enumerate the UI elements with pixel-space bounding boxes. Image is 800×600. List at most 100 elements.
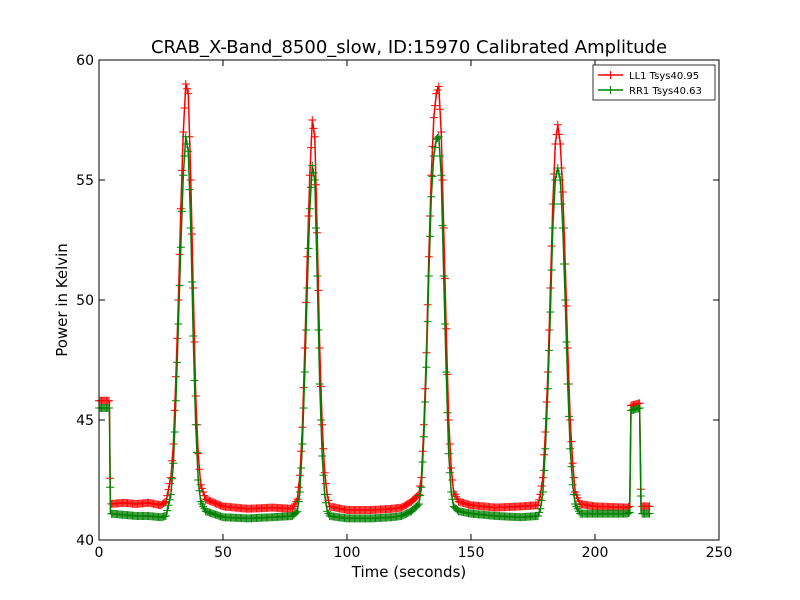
data-point — [562, 302, 571, 310]
data-point — [563, 380, 572, 388]
y-tick-label: 45 — [76, 413, 94, 429]
data-point — [195, 465, 204, 474]
data-point — [308, 161, 317, 170]
data-point — [537, 482, 546, 490]
data-point — [442, 324, 451, 333]
data-point — [416, 491, 425, 500]
data-point — [447, 464, 456, 472]
data-point — [294, 483, 303, 492]
series-2 — [95, 132, 654, 523]
data-point — [299, 404, 308, 412]
data-point — [181, 132, 190, 141]
data-point — [307, 183, 316, 192]
legend-box — [592, 64, 716, 101]
data-point — [178, 166, 187, 175]
data-point — [304, 212, 313, 220]
data-point — [191, 392, 200, 400]
data-point — [303, 252, 312, 261]
data-point — [320, 490, 329, 499]
data-point — [414, 490, 423, 499]
data-point — [161, 512, 170, 520]
y-tick-label: 55 — [76, 173, 94, 189]
data-point — [556, 140, 565, 148]
data-point — [309, 124, 318, 133]
data-point — [413, 501, 422, 510]
data-point — [625, 508, 634, 517]
data-point — [548, 224, 557, 232]
data-point — [444, 449, 453, 458]
ticks-layer: 0 50 100 150 200 250 40 45 50 55 60 — [76, 53, 732, 561]
data-point — [561, 296, 570, 304]
data-point — [635, 404, 644, 412]
legend-marker — [606, 71, 615, 79]
data-point — [439, 272, 448, 280]
data-point — [432, 89, 441, 98]
legend-label: LL1 Tsys40.95 — [629, 71, 699, 82]
data-point — [645, 502, 654, 511]
data-point — [315, 380, 324, 388]
data-point — [315, 344, 324, 352]
data-point — [171, 396, 180, 405]
data-point — [312, 180, 320, 189]
data-point — [423, 317, 432, 326]
data-point — [294, 497, 303, 506]
data-point — [550, 200, 559, 208]
data-point — [174, 320, 183, 328]
data-point — [194, 449, 203, 458]
data-point — [199, 488, 208, 496]
data-point — [422, 363, 431, 372]
data-point — [547, 266, 556, 274]
data-point — [436, 152, 444, 160]
data-point — [445, 440, 454, 448]
data-point — [553, 164, 562, 172]
data-point — [292, 508, 301, 517]
x-tick-label: 50 — [214, 545, 232, 561]
data-point — [179, 128, 188, 136]
data-point — [568, 480, 577, 489]
data-point — [176, 243, 185, 252]
data-point — [555, 170, 564, 178]
data-point — [303, 284, 312, 292]
data-point — [536, 504, 545, 513]
data-point — [186, 176, 195, 184]
data-point — [305, 204, 314, 213]
data-point — [183, 140, 192, 148]
data-point — [179, 171, 188, 180]
data-point — [424, 272, 433, 280]
data-point — [418, 458, 427, 466]
x-axis-label: Time (seconds) — [351, 563, 467, 581]
data-point — [106, 483, 115, 492]
legend: LL1 Tsys40.95 RR1 Tsys40.63 — [592, 64, 716, 101]
data-point — [190, 376, 199, 385]
data-point — [165, 495, 174, 504]
data-point — [566, 444, 575, 453]
data-point — [319, 471, 328, 480]
data-point — [444, 416, 453, 424]
data-point — [312, 224, 320, 232]
data-point — [184, 89, 193, 98]
data-point — [568, 459, 577, 468]
data-point — [186, 224, 195, 232]
data-point — [195, 486, 204, 495]
data-point — [194, 476, 203, 484]
legend-label: RR1 Tsys40.63 — [629, 86, 702, 97]
data-point — [448, 495, 457, 504]
data-point — [636, 492, 645, 500]
data-point — [416, 482, 425, 490]
data-point — [567, 437, 576, 446]
data-point — [541, 444, 550, 453]
data-point — [166, 473, 175, 482]
data-point — [533, 512, 542, 520]
data-point — [310, 132, 319, 141]
data-point — [560, 260, 568, 268]
data-point — [545, 346, 554, 355]
data-point — [166, 490, 175, 499]
data-point — [427, 192, 436, 201]
data-point — [169, 459, 178, 468]
data-point — [163, 506, 172, 515]
data-point — [307, 143, 316, 152]
data-point — [175, 281, 184, 290]
data-point — [436, 105, 444, 114]
data-point — [553, 120, 562, 129]
